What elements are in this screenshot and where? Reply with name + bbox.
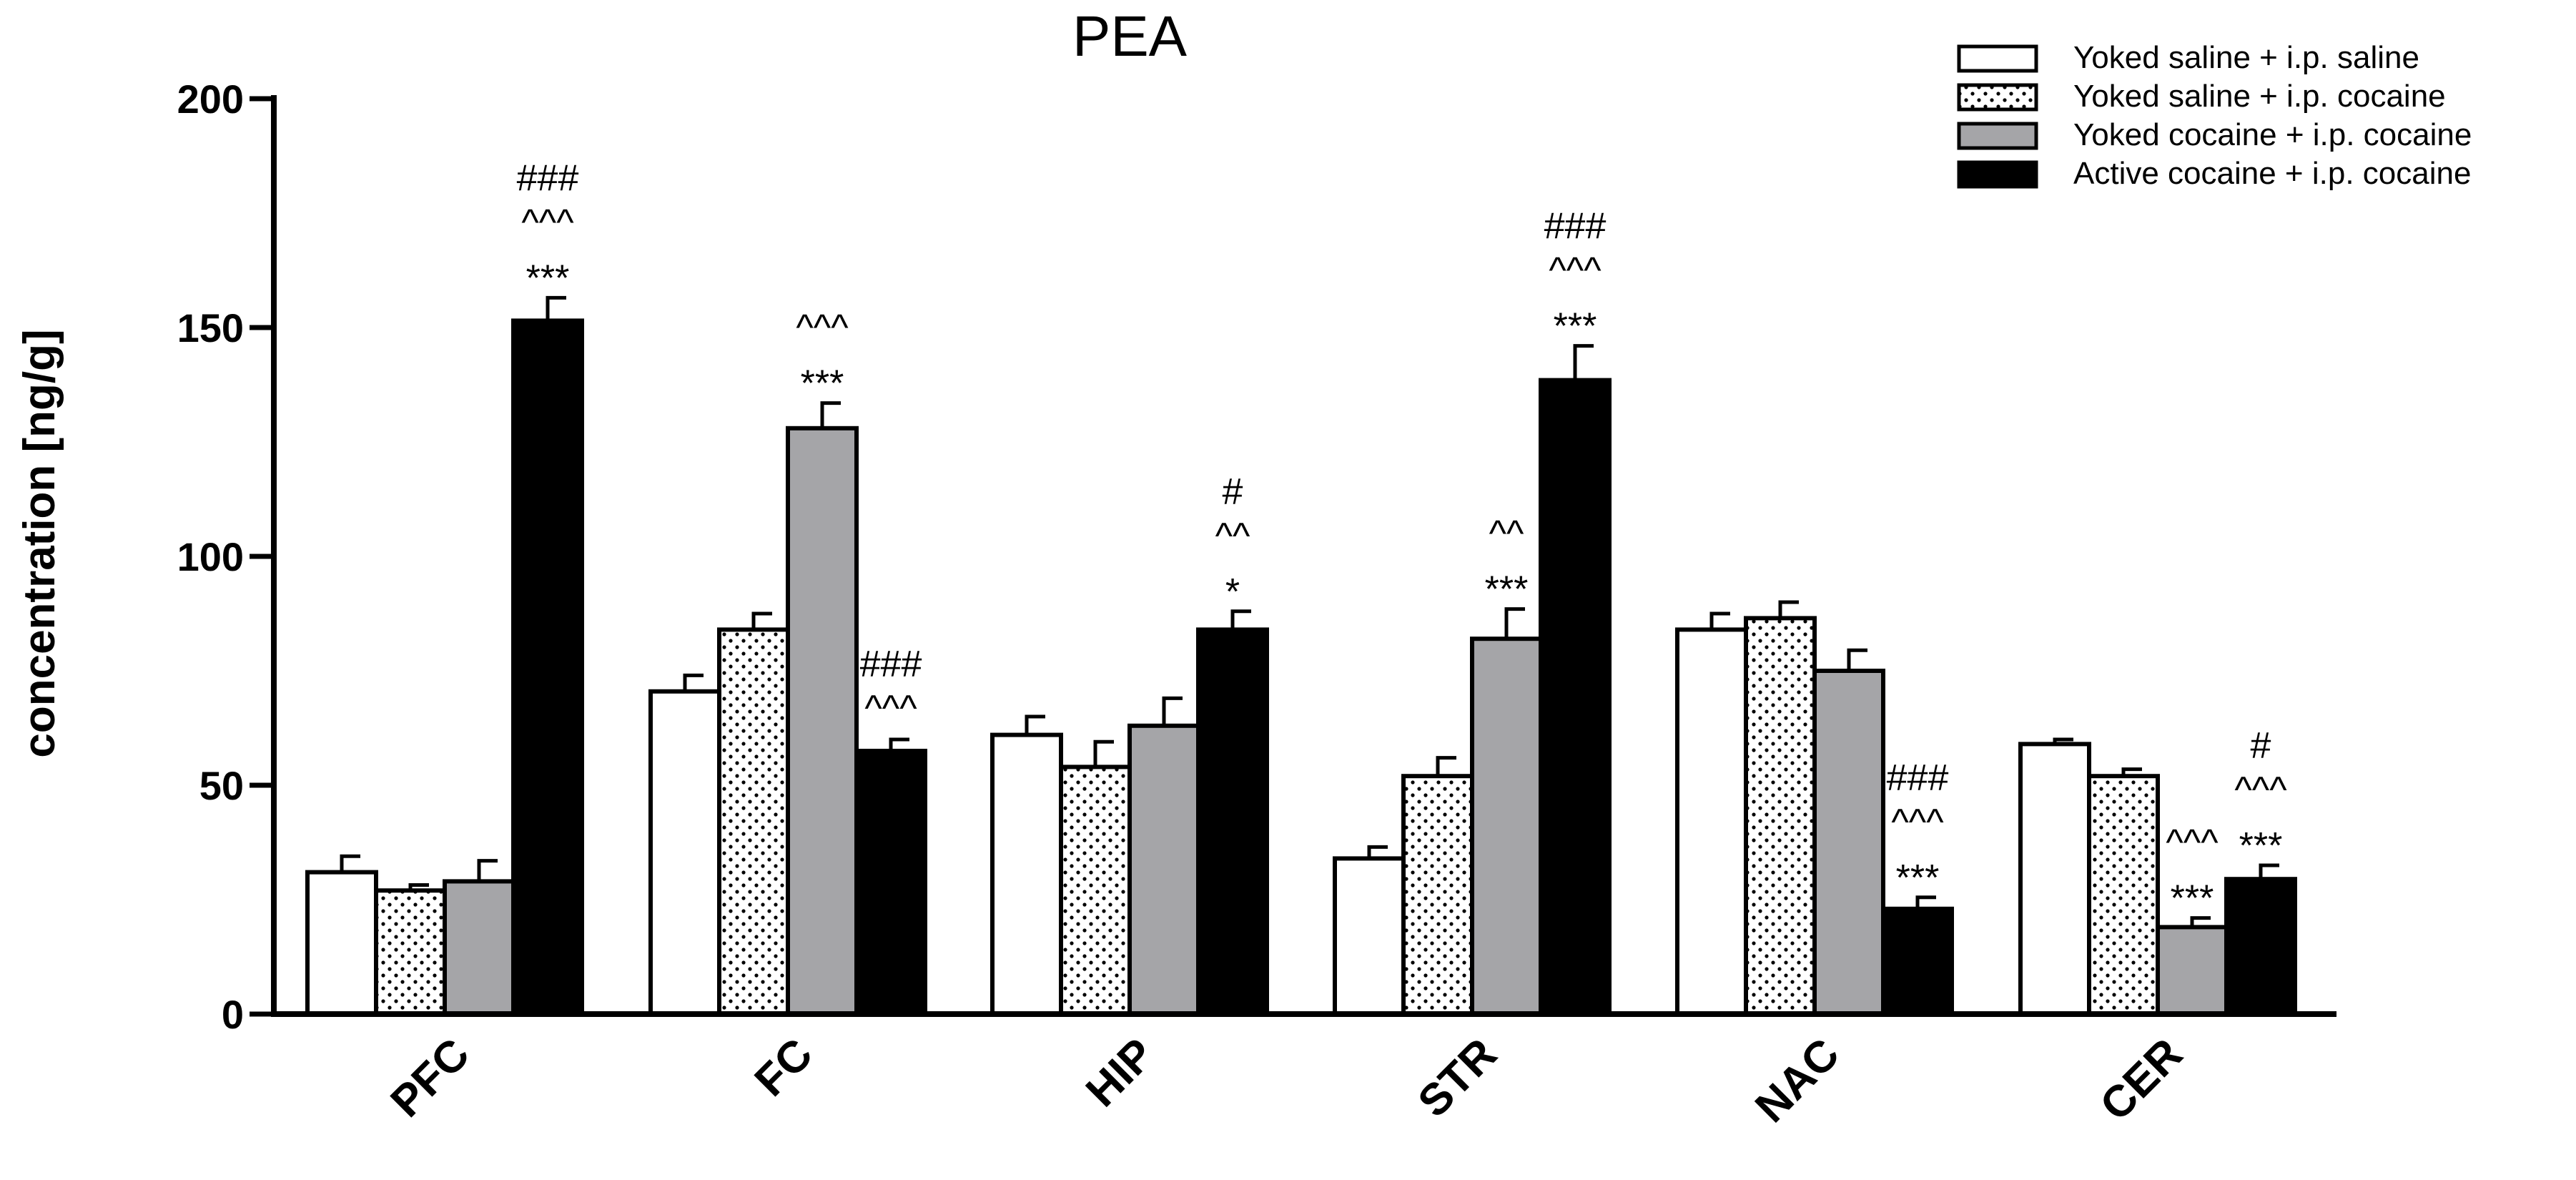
bar-nac-series-4: [1881, 906, 1954, 1017]
legend: Yoked saline + i.p. saline Yoked saline +…: [1957, 40, 2472, 191]
error-bar: [1709, 611, 1730, 630]
significance-marker: ^^^: [2166, 822, 2219, 864]
error-bar: [1025, 714, 1045, 735]
error-bar: [340, 854, 360, 872]
bar-nac-series-1: [1675, 627, 1748, 1016]
bar-pfc-series-1: [305, 870, 378, 1016]
bar-nac-series-2: [1744, 616, 1817, 1016]
y-tick-label: 100: [177, 534, 244, 579]
error-bars: [340, 295, 2279, 928]
legend-swatch: [1957, 122, 2038, 150]
error-bar: [1367, 845, 1388, 859]
error-bar: [1778, 600, 1799, 619]
bar-cer-series-1: [2018, 742, 2091, 1017]
error-bar: [546, 295, 566, 321]
error-bar: [2053, 737, 2073, 744]
error-bar: [1093, 739, 1114, 767]
y-tick-label: 150: [177, 305, 244, 350]
significance-marker: ***: [1554, 306, 1597, 348]
bar-cer-series-2: [2087, 774, 2160, 1016]
significance-marker: ^^^: [1549, 250, 1602, 292]
error-bar: [1847, 648, 1867, 671]
significance-marker: ***: [526, 257, 570, 299]
legend-label: Yoked cocaine + i.p. cocaine: [2073, 117, 2472, 152]
significance-marker: ^^: [1215, 516, 1250, 557]
bar-pfc-series-3: [443, 879, 515, 1017]
error-bar: [477, 859, 498, 882]
error-bar: [1915, 895, 1936, 909]
legend-swatch: [1957, 160, 2038, 189]
legend-swatch: [1957, 83, 2038, 112]
error-bar: [820, 401, 841, 428]
legend-label: Yoked saline + i.p. saline: [2073, 40, 2419, 75]
significance-marker: *: [1225, 571, 1240, 613]
significance-marker: #: [1223, 471, 1243, 513]
x-tick-label-nac: NAC: [1746, 1029, 1849, 1132]
x-tick-label-pfc: PFC: [381, 1029, 478, 1126]
error-bar: [1436, 756, 1456, 777]
significance-annotations: ###^^^***^^^***###^^^#^^*^^***###^^^***#…: [517, 157, 2288, 919]
y-axis-ticks: 0 50 100 150 200: [177, 77, 274, 1037]
error-bar: [2190, 916, 2211, 928]
x-tick-label-cer: CER: [2091, 1029, 2192, 1130]
legend-label: Active cocaine + i.p. cocaine: [2073, 156, 2471, 191]
significance-marker: ###: [860, 644, 922, 685]
significance-marker: ***: [2239, 825, 2283, 867]
bar-pfc-series-4: [511, 318, 584, 1016]
x-tick-label-str: STR: [1408, 1029, 1506, 1126]
bar-str-series-1: [1333, 856, 1406, 1017]
significance-marker: ^^^: [864, 688, 917, 729]
bar-pfc-series-2: [374, 888, 447, 1016]
bar-fc-series-2: [717, 627, 790, 1016]
bar-cer-series-4: [2224, 877, 2297, 1016]
chart-title: PEA: [1072, 4, 1188, 68]
x-tick-label-hip: HIP: [1077, 1029, 1164, 1116]
significance-marker: ###: [517, 157, 579, 199]
significance-marker: ***: [2171, 878, 2214, 920]
error-bar: [1230, 609, 1251, 630]
y-axis-label: concentration [ng/g]: [15, 329, 64, 757]
bars: [305, 318, 2297, 1017]
significance-marker: ***: [801, 363, 844, 405]
y-tick-label: 0: [222, 992, 244, 1037]
error-bar: [408, 883, 429, 891]
bar-str-series-3: [1470, 636, 1543, 1016]
error-bar: [1573, 344, 1594, 380]
error-bar: [751, 611, 772, 630]
bar-fc-series-3: [786, 426, 859, 1016]
significance-marker: ***: [1896, 857, 1940, 899]
significance-marker: ^^^: [796, 308, 849, 349]
error-bar: [1504, 607, 1525, 639]
significance-marker: #: [2251, 725, 2271, 767]
error-bar: [2259, 863, 2279, 880]
significance-marker: ^^^: [521, 202, 574, 243]
significance-marker: ###: [1544, 206, 1607, 247]
bar-fc-series-4: [854, 749, 927, 1016]
bar-hip-series-2: [1059, 764, 1132, 1017]
y-tick-label: 50: [199, 763, 244, 808]
bar-hip-series-4: [1196, 627, 1269, 1016]
bar-str-series-2: [1401, 774, 1474, 1016]
significance-marker: ^^: [1489, 513, 1524, 555]
bar-cer-series-3: [2156, 925, 2229, 1017]
y-tick-label: 200: [177, 77, 244, 122]
bar-hip-series-3: [1127, 723, 1200, 1016]
error-bar: [683, 673, 704, 692]
bar-nac-series-3: [1812, 669, 1885, 1016]
error-bar: [2121, 767, 2142, 777]
bar-fc-series-1: [648, 689, 721, 1016]
x-tick-label-fc: FC: [746, 1029, 822, 1106]
legend-swatch: [1957, 44, 2038, 73]
error-bar: [889, 737, 909, 751]
x-axis-ticks: PFC FC HIP STR NAC CER: [381, 1029, 2191, 1132]
significance-marker: ^^^: [2234, 770, 2287, 811]
significance-marker: ^^^: [1891, 802, 1944, 843]
legend-label: Yoked saline + i.p. cocaine: [2073, 79, 2446, 114]
significance-marker: ###: [1887, 757, 1949, 799]
bar-hip-series-1: [990, 732, 1063, 1016]
significance-marker: ***: [1485, 569, 1529, 611]
bar-str-series-4: [1539, 378, 1612, 1016]
error-bar: [1162, 696, 1183, 726]
